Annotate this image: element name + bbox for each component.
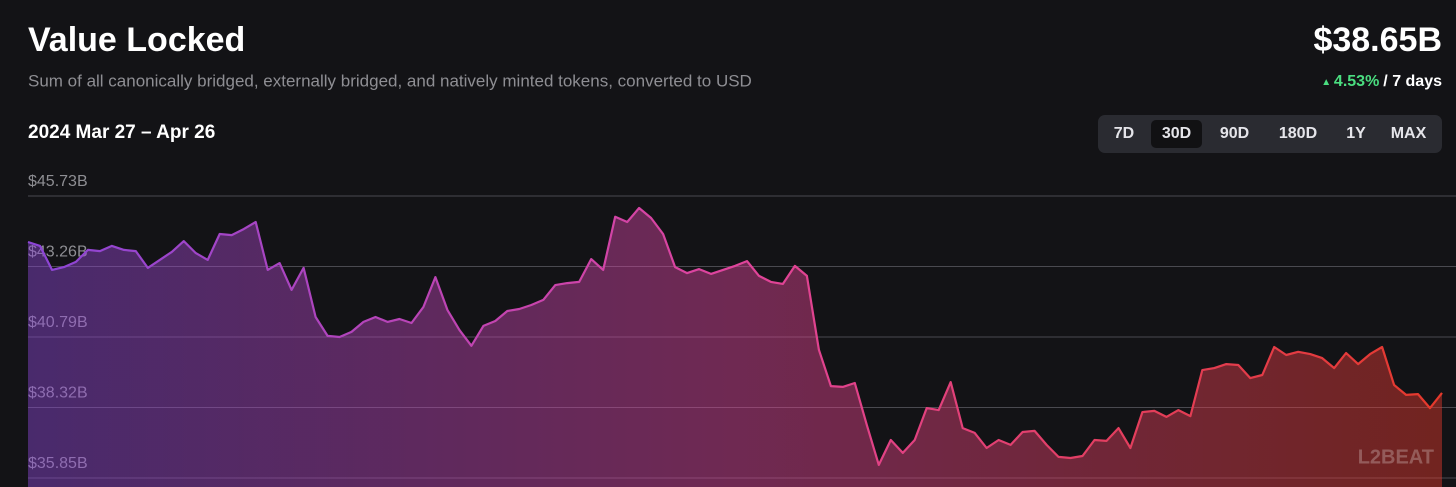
area <box>28 208 1442 487</box>
y-tick-label: $45.73B <box>28 173 88 190</box>
range-button[interactable]: 30D <box>1162 125 1191 142</box>
total-value: $38.65B <box>1313 21 1442 59</box>
range-button[interactable]: 7D <box>1114 125 1134 142</box>
change-value: 4.53% <box>1334 73 1379 90</box>
range-button[interactable]: MAX <box>1391 125 1427 142</box>
subtitle: Sum of all canonically bridged, external… <box>28 71 752 90</box>
up-arrow: ▲ <box>1321 77 1334 88</box>
line <box>27 206 1443 466</box>
range-button[interactable]: 90D <box>1220 125 1249 142</box>
range-button[interactable]: 1Y <box>1346 125 1366 142</box>
change-period: / 7 days <box>1383 73 1442 90</box>
watermark: L2BEAT <box>1358 446 1434 468</box>
title: Value Locked <box>28 21 245 59</box>
range-button[interactable]: 180D <box>1279 125 1317 142</box>
date-range: 2024 Mar 27 – Apr 26 <box>28 122 215 143</box>
change: ▲ 4.53%/ 7 days <box>1321 73 1442 90</box>
range-button-selected[interactable] <box>1151 120 1202 148</box>
